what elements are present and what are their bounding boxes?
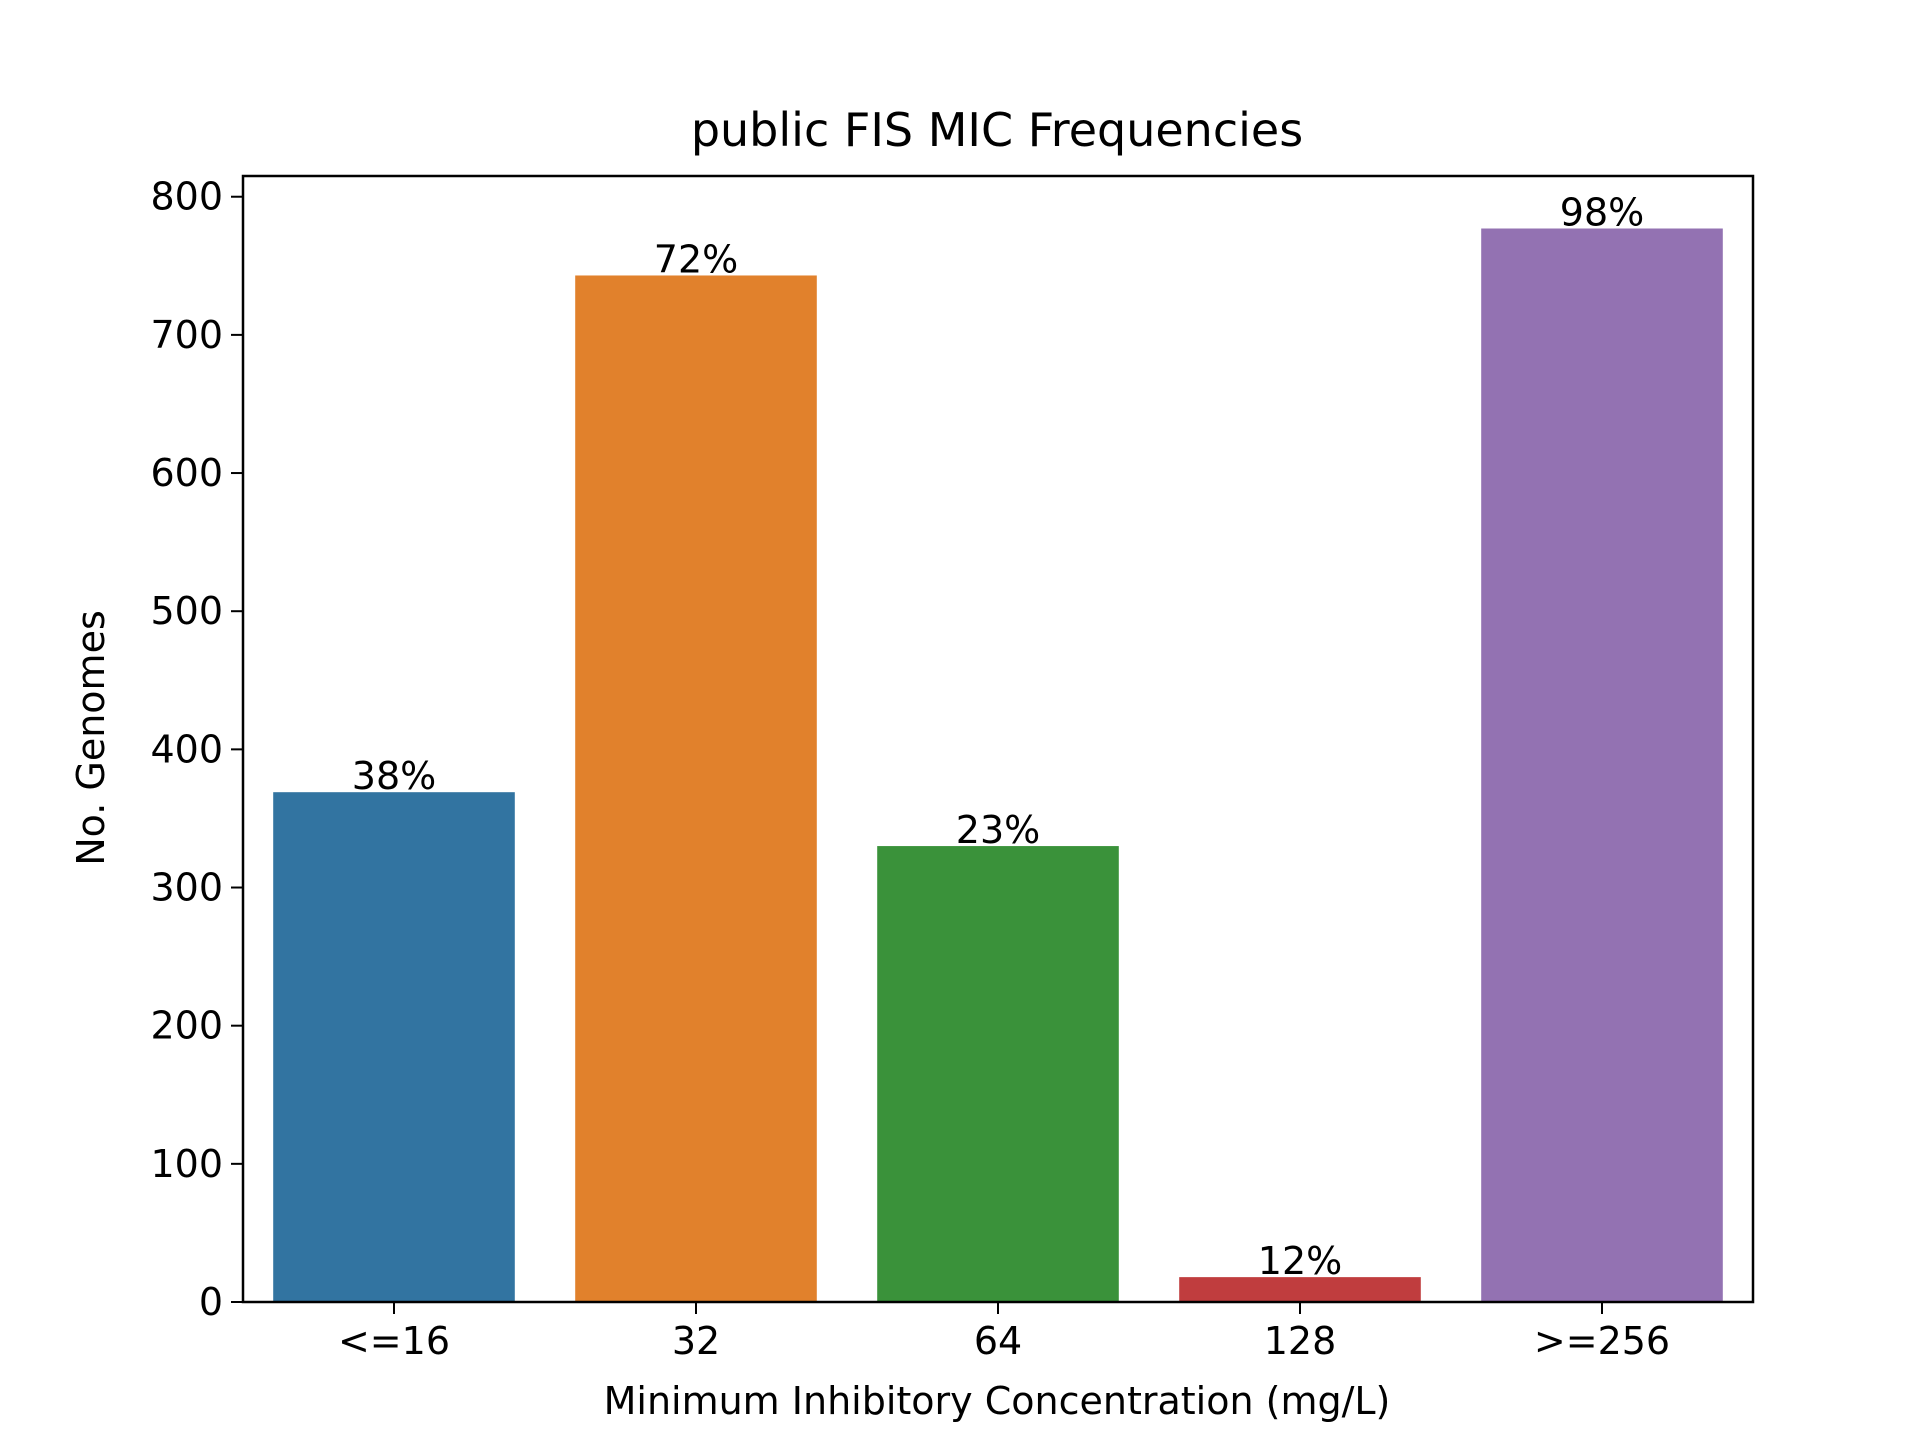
y-axis-label: No. Genomes	[69, 610, 113, 866]
bar-0	[273, 792, 515, 1302]
x-tick-label-2: 64	[974, 1319, 1022, 1363]
x-axis-label: Minimum Inhibitory Concentration (mg/L)	[604, 1379, 1391, 1423]
y-tick-label-3: 300	[150, 866, 223, 910]
y-tick-label-2: 200	[150, 1004, 223, 1048]
data-label-2: 23%	[956, 808, 1040, 852]
data-label-1: 72%	[654, 237, 738, 281]
bars-layer	[273, 228, 1723, 1302]
plot-frame	[241, 174, 1755, 1304]
y-tick-label-5: 500	[150, 589, 223, 633]
x-tick-label-0: <=16	[338, 1319, 450, 1363]
y-tick-label-7: 700	[150, 313, 223, 357]
bar-2	[877, 846, 1119, 1302]
x-tick-label-4: >=256	[1534, 1319, 1670, 1363]
y-tick-label-8: 800	[150, 175, 223, 219]
data-label-3: 12%	[1258, 1239, 1342, 1283]
data-label-4: 98%	[1560, 191, 1644, 235]
y-tick-label-1: 100	[150, 1142, 223, 1186]
bar-4	[1481, 228, 1723, 1302]
chart-title: public FIS MIC Frequencies	[691, 103, 1303, 157]
y-axis: 0 100 200 300 400 500 600 700 800	[150, 175, 243, 1324]
y-tick-label-4: 400	[150, 727, 223, 771]
bar-3	[1179, 1277, 1421, 1302]
data-labels-layer: 38% 72% 23% 12% 98%	[352, 191, 1644, 1284]
bar-1	[575, 275, 817, 1302]
data-label-0: 38%	[352, 754, 436, 798]
y-tick-label-6: 600	[150, 451, 223, 495]
y-tick-label-0: 0	[199, 1280, 223, 1324]
x-tick-label-3: 128	[1264, 1319, 1337, 1363]
x-tick-label-1: 32	[672, 1319, 720, 1363]
x-axis: <=16 32 64 128 >=256	[338, 1302, 1670, 1363]
